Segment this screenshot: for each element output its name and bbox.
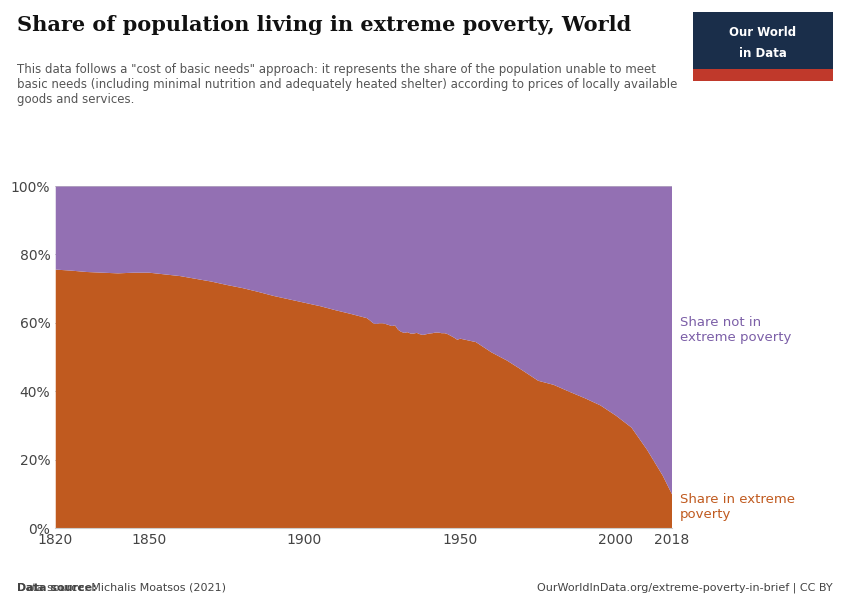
Text: Data source:: Data source: (17, 583, 97, 593)
Text: Share in extreme
poverty: Share in extreme poverty (680, 493, 795, 521)
Text: This data follows a "cost of basic needs" approach: it represents the share of t: This data follows a "cost of basic needs… (17, 63, 677, 106)
Text: Our World: Our World (729, 26, 796, 39)
Text: in Data: in Data (739, 47, 787, 60)
FancyBboxPatch shape (693, 68, 833, 81)
Text: Data source: Michalis Moatsos (2021): Data source: Michalis Moatsos (2021) (17, 583, 226, 593)
FancyBboxPatch shape (693, 12, 833, 68)
Text: Share not in
extreme poverty: Share not in extreme poverty (680, 316, 791, 344)
Text: OurWorldInData.org/extreme-poverty-in-brief | CC BY: OurWorldInData.org/extreme-poverty-in-br… (537, 582, 833, 593)
Text: Share of population living in extreme poverty, World: Share of population living in extreme po… (17, 15, 632, 35)
